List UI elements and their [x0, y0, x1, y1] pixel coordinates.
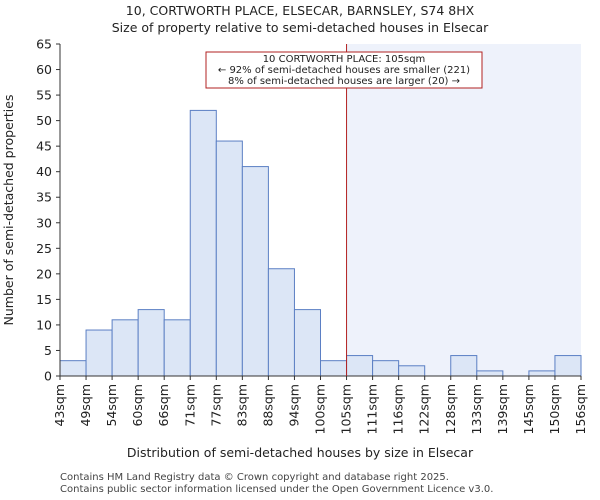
y-tick-label: 45	[36, 139, 52, 154]
y-tick-label: 15	[36, 292, 52, 307]
y-tick-label: 65	[36, 37, 52, 52]
bar-105sqm	[346, 355, 374, 377]
x-tick-label: 111sqm	[365, 384, 380, 434]
bar-128sqm	[450, 355, 478, 377]
x-tick-label: 139sqm	[495, 384, 510, 434]
x-tick-label: 100sqm	[313, 384, 328, 434]
bar-116sqm	[398, 365, 426, 377]
x-tick-label: 145sqm	[521, 384, 536, 434]
y-axis-label: Number of semi-detached properties	[1, 95, 16, 326]
x-tick-label: 150sqm	[547, 384, 562, 434]
x-tick-label: 94sqm	[286, 384, 301, 427]
footer-copyright: Contains HM Land Registry data © Crown c…	[60, 472, 449, 483]
x-tick-label: 77sqm	[208, 384, 223, 427]
annotation-line-1: 10 CORTWORTH PLACE: 105sqm	[263, 54, 426, 65]
bar-83sqm	[241, 166, 269, 377]
y-tick-label: 30	[36, 215, 52, 230]
annotation-line-3: 8% of semi-detached houses are larger (2…	[228, 76, 460, 87]
y-tick-label: 10	[36, 317, 52, 332]
bar-49sqm	[85, 329, 113, 377]
x-tick-label: 88sqm	[260, 384, 275, 427]
bar-88sqm	[267, 268, 295, 377]
bar-54sqm	[111, 319, 139, 377]
annotation-line-2: ← 92% of semi-detached houses are smalle…	[218, 65, 470, 76]
bar-77sqm	[215, 140, 243, 377]
y-tick-label: 20	[36, 266, 52, 281]
x-tick-label: 116sqm	[391, 384, 406, 434]
y-tick-label: 60	[36, 62, 52, 77]
x-tick-label: 133sqm	[469, 384, 484, 434]
histogram-chart: 0 5 10 15 20 25 30 35 40 45 50 55 60 65 43sqm 49sqm 54s…	[1, 37, 588, 461]
x-tick-label: 156sqm	[573, 384, 588, 434]
bar-71sqm	[189, 109, 217, 377]
x-tick-label: 43sqm	[52, 384, 67, 427]
x-tick-label: 66sqm	[156, 384, 171, 427]
y-tick-label: 50	[36, 113, 52, 128]
y-tick-label: 25	[36, 241, 52, 256]
x-tick-label: 83sqm	[234, 384, 249, 427]
bar-111sqm	[372, 360, 400, 377]
y-tick-label: 35	[36, 190, 52, 205]
bar-133sqm	[476, 370, 504, 377]
footer-licence: Contains public sector information licen…	[60, 484, 494, 495]
annotation-box	[205, 51, 483, 89]
x-tick-label: 122sqm	[417, 384, 432, 434]
x-tick-label: 60sqm	[130, 384, 145, 427]
x-tick-label: 54sqm	[104, 384, 119, 427]
bar-43sqm	[59, 360, 87, 377]
y-tick-label: 0	[44, 369, 52, 384]
x-tick-label: 71sqm	[182, 384, 197, 427]
x-tick-label: 128sqm	[443, 384, 458, 434]
bar-66sqm	[163, 319, 191, 377]
bar-145sqm	[528, 370, 556, 377]
bar-60sqm	[137, 309, 165, 377]
chart-subtitle: Size of property relative to semi-detach…	[111, 20, 489, 35]
x-tick-label: 49sqm	[78, 384, 93, 427]
chart-title: 10, CORTWORTH PLACE, ELSECAR, BARNSLEY, …	[125, 3, 475, 18]
bar-100sqm	[320, 360, 348, 377]
bar-94sqm	[293, 309, 322, 377]
x-tick-label: 105sqm	[339, 384, 354, 434]
larger-region-shading	[346, 44, 581, 376]
x-axis-label: Distribution of semi-detached houses by …	[127, 445, 474, 460]
y-tick-label: 40	[36, 164, 52, 179]
y-tick-label: 55	[36, 88, 52, 103]
bar-150sqm	[554, 355, 582, 377]
y-tick-label: 5	[44, 343, 52, 358]
